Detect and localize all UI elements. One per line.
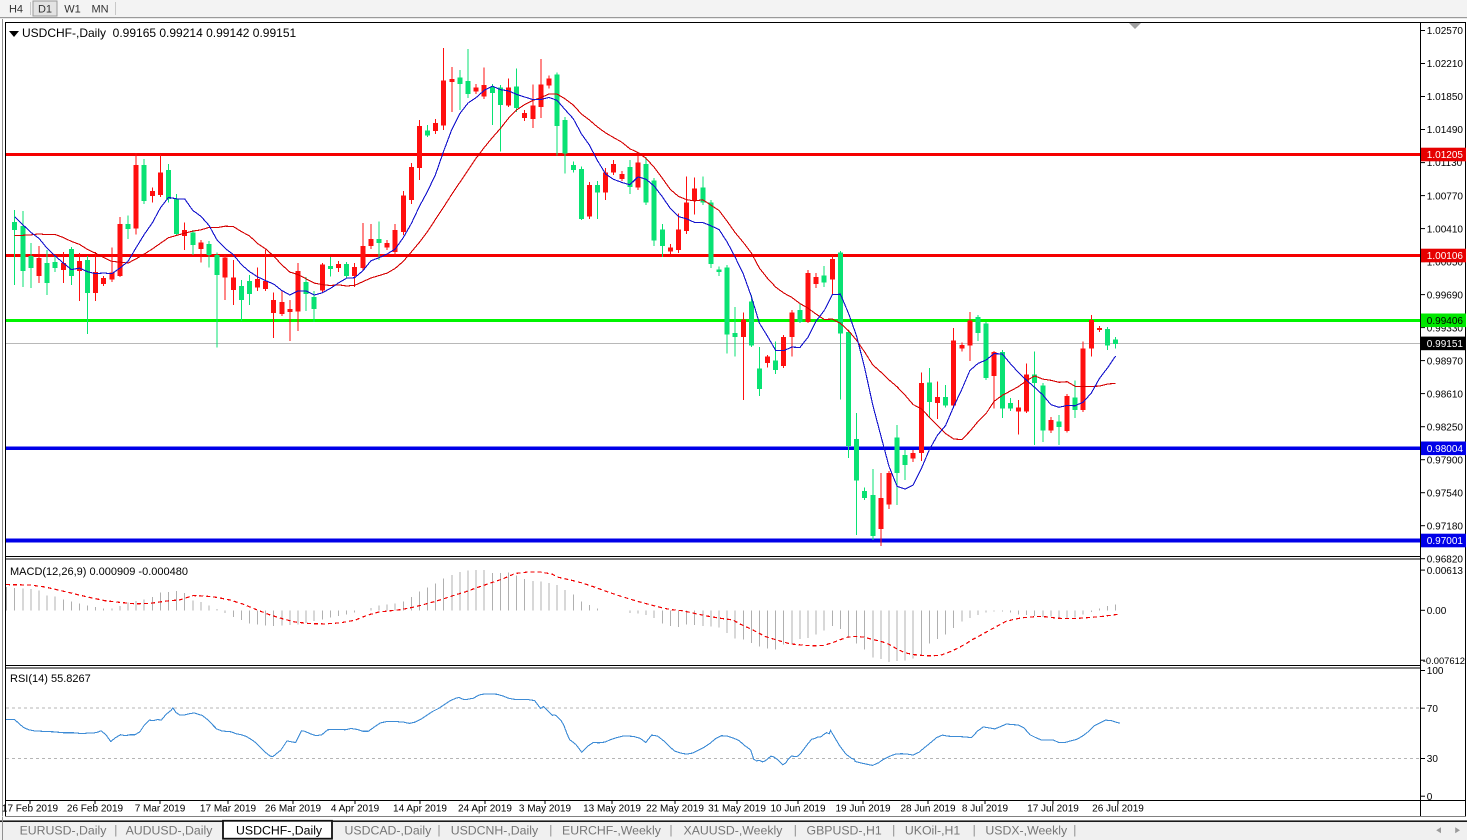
svg-text:0.98004: 0.98004 bbox=[1427, 444, 1464, 455]
svg-text:USDCHF-,Daily 0.99165 0.99214: USDCHF-,Daily 0.99165 0.99214 0.99142 0.… bbox=[22, 26, 297, 40]
svg-text:1.00770: 1.00770 bbox=[1427, 191, 1464, 202]
svg-text:MN: MN bbox=[91, 4, 108, 16]
svg-text:0.97180: 0.97180 bbox=[1427, 521, 1464, 532]
svg-text:30: 30 bbox=[1427, 754, 1439, 765]
svg-text:1.00050: 1.00050 bbox=[1427, 257, 1464, 268]
svg-text:MACD(12,26,9) 0.000909 -0.0004: MACD(12,26,9) 0.000909 -0.000480 bbox=[10, 566, 188, 578]
svg-text:0.99151: 0.99151 bbox=[1427, 339, 1464, 350]
svg-text:0.99406: 0.99406 bbox=[1427, 316, 1464, 327]
svg-text:0.97900: 0.97900 bbox=[1427, 455, 1464, 466]
svg-text:13 May 2019: 13 May 2019 bbox=[583, 804, 641, 815]
svg-text:14 Apr 2019: 14 Apr 2019 bbox=[393, 804, 447, 815]
svg-text:USDCAD-,Daily: USDCAD-,Daily bbox=[345, 824, 433, 838]
svg-text:0.98610: 0.98610 bbox=[1427, 389, 1464, 400]
svg-text:D1: D1 bbox=[38, 4, 52, 16]
svg-text:0.96820: 0.96820 bbox=[1427, 554, 1464, 565]
svg-text:XAUUSD-,Weekly: XAUUSD-,Weekly bbox=[684, 824, 784, 838]
svg-text:0.00: 0.00 bbox=[1427, 606, 1447, 617]
svg-text:RSI(14) 55.8267: RSI(14) 55.8267 bbox=[10, 673, 91, 685]
svg-text:0.97540: 0.97540 bbox=[1427, 488, 1464, 499]
svg-text:70: 70 bbox=[1427, 704, 1439, 715]
svg-text:1.01490: 1.01490 bbox=[1427, 125, 1464, 136]
svg-text:0.97001: 0.97001 bbox=[1427, 536, 1464, 547]
svg-text:3 May 2019: 3 May 2019 bbox=[519, 804, 572, 815]
svg-text:100: 100 bbox=[1427, 666, 1444, 677]
svg-text:0.98250: 0.98250 bbox=[1427, 422, 1464, 433]
svg-text:1.01850: 1.01850 bbox=[1427, 92, 1464, 103]
svg-text:19 Jun 2019: 19 Jun 2019 bbox=[835, 804, 890, 815]
svg-text:8 Jul 2019: 8 Jul 2019 bbox=[962, 804, 1009, 815]
svg-text:26 Feb 2019: 26 Feb 2019 bbox=[67, 804, 124, 815]
svg-text:1.02570: 1.02570 bbox=[1427, 26, 1464, 37]
svg-text:GBPUSD-,H1: GBPUSD-,H1 bbox=[807, 824, 882, 838]
svg-text:0.98970: 0.98970 bbox=[1427, 356, 1464, 367]
svg-text:USDX-,Weekly: USDX-,Weekly bbox=[985, 824, 1068, 838]
svg-text:10 Jun 2019: 10 Jun 2019 bbox=[770, 804, 825, 815]
svg-text:1.00410: 1.00410 bbox=[1427, 224, 1464, 235]
svg-text:USDCHF-,Daily: USDCHF-,Daily bbox=[236, 824, 323, 838]
svg-text:22 May 2019: 22 May 2019 bbox=[646, 804, 704, 815]
svg-text:17 Mar 2019: 17 Mar 2019 bbox=[200, 804, 257, 815]
svg-text:24 Apr 2019: 24 Apr 2019 bbox=[458, 804, 512, 815]
svg-text:4 Apr 2019: 4 Apr 2019 bbox=[331, 804, 380, 815]
svg-text:0: 0 bbox=[1427, 792, 1433, 803]
svg-text:26 Mar 2019: 26 Mar 2019 bbox=[265, 804, 322, 815]
svg-text:EURCHF-,Weekly: EURCHF-,Weekly bbox=[562, 824, 662, 838]
svg-text:0.99690: 0.99690 bbox=[1427, 290, 1464, 301]
svg-text:USDCNH-,Daily: USDCNH-,Daily bbox=[451, 824, 539, 838]
svg-text:0.99330: 0.99330 bbox=[1427, 323, 1464, 334]
svg-text:W1: W1 bbox=[64, 4, 81, 16]
svg-text:H4: H4 bbox=[9, 4, 23, 16]
svg-text:-0.007612: -0.007612 bbox=[1423, 655, 1465, 666]
svg-text:1.01205: 1.01205 bbox=[1427, 150, 1464, 161]
svg-text:26 Jul 2019: 26 Jul 2019 bbox=[1092, 804, 1144, 815]
svg-text:EURUSD-,Daily: EURUSD-,Daily bbox=[20, 824, 108, 838]
svg-text:1.02210: 1.02210 bbox=[1427, 59, 1464, 70]
svg-text:28 Jun 2019: 28 Jun 2019 bbox=[900, 804, 955, 815]
svg-text:17 Jul 2019: 17 Jul 2019 bbox=[1027, 804, 1079, 815]
svg-text:AUDUSD-,Daily: AUDUSD-,Daily bbox=[126, 824, 214, 838]
svg-text:1.01130: 1.01130 bbox=[1427, 158, 1463, 169]
svg-text:31 May 2019: 31 May 2019 bbox=[708, 804, 766, 815]
svg-text:0.00613: 0.00613 bbox=[1427, 566, 1464, 577]
svg-text:1.00106: 1.00106 bbox=[1427, 251, 1464, 262]
svg-text:17 Feb 2019: 17 Feb 2019 bbox=[2, 804, 59, 815]
svg-text:UKOil-,H1: UKOil-,H1 bbox=[905, 824, 961, 838]
svg-text:7 Mar 2019: 7 Mar 2019 bbox=[135, 804, 186, 815]
